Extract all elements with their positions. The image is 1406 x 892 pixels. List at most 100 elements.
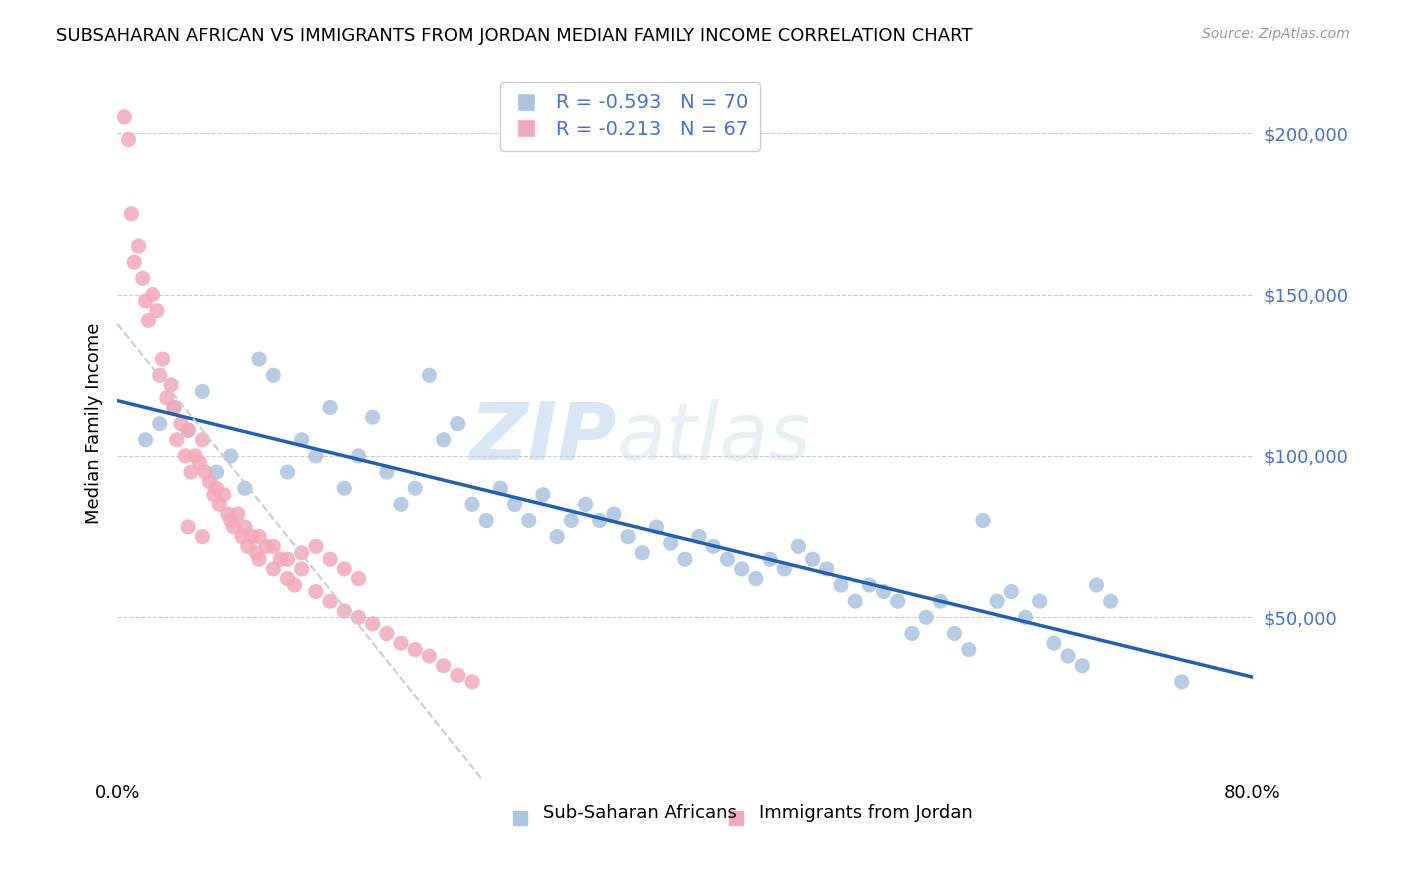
- Point: [730, 562, 752, 576]
- Point: [291, 562, 314, 576]
- Point: [1057, 649, 1080, 664]
- Point: [219, 514, 242, 528]
- Point: [291, 546, 314, 560]
- Point: [191, 530, 214, 544]
- Point: [418, 368, 440, 383]
- Point: [198, 475, 221, 489]
- Point: [177, 423, 200, 437]
- Point: [333, 562, 356, 576]
- Point: [291, 433, 314, 447]
- Point: [156, 391, 179, 405]
- Point: [418, 649, 440, 664]
- Legend: R = -0.593   N = 70, R = -0.213   N = 67: R = -0.593 N = 70, R = -0.213 N = 67: [501, 82, 761, 151]
- Text: SUBSAHARAN AFRICAN VS IMMIGRANTS FROM JORDAN MEDIAN FAMILY INCOME CORRELATION CH: SUBSAHARAN AFRICAN VS IMMIGRANTS FROM JO…: [56, 27, 973, 45]
- Point: [177, 520, 200, 534]
- Point: [546, 530, 568, 544]
- Point: [901, 626, 924, 640]
- Point: [269, 552, 291, 566]
- Text: Source: ZipAtlas.com: Source: ZipAtlas.com: [1202, 27, 1350, 41]
- Point: [887, 594, 910, 608]
- Point: [461, 674, 484, 689]
- Point: [188, 455, 211, 469]
- Point: [170, 417, 193, 431]
- Point: [1085, 578, 1108, 592]
- Point: [247, 352, 270, 367]
- Point: [122, 255, 145, 269]
- Point: [120, 207, 142, 221]
- Text: atlas: atlas: [617, 399, 811, 477]
- Point: [276, 552, 298, 566]
- Point: [844, 594, 866, 608]
- Point: [202, 488, 225, 502]
- Point: [433, 433, 456, 447]
- Point: [531, 488, 554, 502]
- Point: [830, 578, 852, 592]
- Point: [688, 530, 710, 544]
- Point: [138, 313, 160, 327]
- Point: [617, 530, 640, 544]
- Point: [972, 514, 994, 528]
- Point: [135, 433, 157, 447]
- Point: [603, 507, 626, 521]
- Point: [163, 401, 186, 415]
- Point: [219, 449, 242, 463]
- Point: [112, 110, 135, 124]
- Point: [212, 488, 235, 502]
- Text: ZIP: ZIP: [470, 399, 617, 477]
- Point: [745, 572, 768, 586]
- Point: [117, 132, 139, 146]
- Point: [184, 449, 207, 463]
- Point: [149, 368, 172, 383]
- Point: [240, 530, 263, 544]
- Point: [319, 594, 342, 608]
- Point: [333, 481, 356, 495]
- Point: [1043, 636, 1066, 650]
- Point: [1099, 594, 1122, 608]
- Point: [574, 497, 596, 511]
- Point: [1170, 674, 1192, 689]
- Point: [305, 584, 328, 599]
- Point: [276, 572, 298, 586]
- Point: [177, 423, 200, 437]
- Point: [673, 552, 696, 566]
- Point: [152, 352, 174, 367]
- Point: [305, 539, 328, 553]
- Point: [276, 465, 298, 479]
- Text: Sub-Saharan Africans: Sub-Saharan Africans: [543, 804, 737, 822]
- Point: [233, 520, 256, 534]
- Point: [262, 562, 284, 576]
- Point: [702, 539, 724, 553]
- Point: [347, 572, 370, 586]
- Point: [180, 465, 202, 479]
- Point: [231, 530, 253, 544]
- Point: [262, 368, 284, 383]
- Point: [872, 584, 894, 599]
- Point: [915, 610, 938, 624]
- Point: [475, 514, 498, 528]
- Point: [226, 507, 249, 521]
- Point: [208, 497, 231, 511]
- Point: [589, 514, 612, 528]
- Point: [461, 497, 484, 511]
- Point: [815, 562, 838, 576]
- Point: [347, 449, 370, 463]
- Point: [773, 562, 796, 576]
- Point: [174, 449, 197, 463]
- Point: [645, 520, 668, 534]
- Point: [659, 536, 682, 550]
- Point: [986, 594, 1008, 608]
- Point: [433, 658, 456, 673]
- Point: [245, 546, 267, 560]
- Point: [333, 604, 356, 618]
- Point: [191, 433, 214, 447]
- Point: [560, 514, 582, 528]
- Point: [1071, 658, 1094, 673]
- Point: [759, 552, 782, 566]
- Point: [142, 287, 165, 301]
- Point: [404, 481, 426, 495]
- Point: [716, 552, 738, 566]
- Y-axis label: Median Family Income: Median Family Income: [86, 323, 103, 524]
- Point: [404, 642, 426, 657]
- Point: [217, 507, 239, 521]
- Point: [254, 539, 277, 553]
